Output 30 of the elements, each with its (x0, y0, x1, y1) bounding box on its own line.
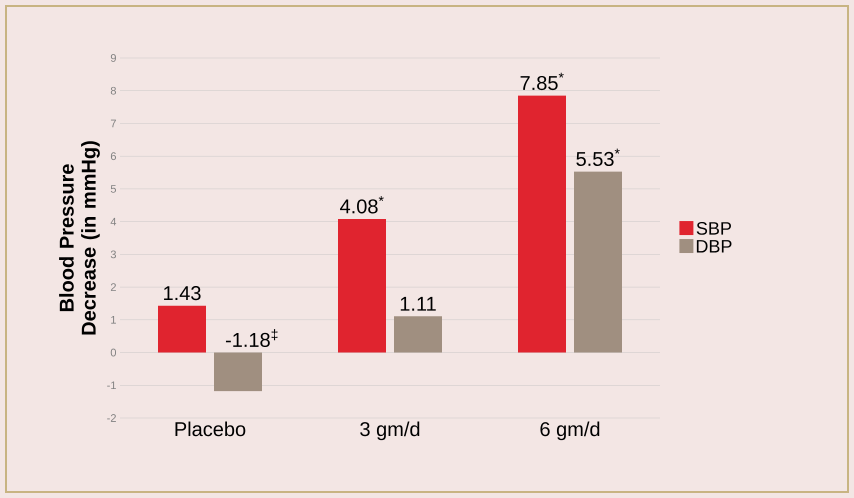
y-tick-label: 2 (110, 283, 116, 291)
y-tick-label: 4 (110, 218, 116, 226)
y-tick-label: 0 (110, 348, 116, 356)
data-label: 4.08$^{*}$ (340, 196, 384, 214)
bar (338, 219, 386, 353)
data-label: 1.11 (400, 296, 436, 311)
x-tick-label: Placebo (176, 422, 246, 436)
data-label: 7.85$^{*}$ (520, 72, 564, 90)
x-tick-label: 3 gm/d (360, 422, 420, 440)
data-label: -1.18$^{‡}$ (226, 329, 278, 348)
y-tick-label: 1 (111, 316, 116, 324)
y-tick-label: 6 (110, 152, 116, 160)
bar (158, 306, 206, 353)
data-label: 1.43 (164, 286, 201, 300)
bar (394, 316, 442, 353)
bar (214, 352, 262, 392)
y-tick-label: 3 (110, 250, 116, 258)
bar (518, 96, 566, 353)
y-axis-title: Blood Pressure Decrease (in mmHg) (59, 141, 100, 334)
y-tick-label: -1 (107, 381, 116, 390)
legend-label: DBP (696, 240, 732, 252)
y-tick-label: -2 (107, 414, 116, 422)
data-label: 5.53$^{*}$ (576, 148, 620, 166)
legend-label: SBP (696, 222, 731, 235)
y-tick-label: 8 (110, 86, 116, 95)
x-tick-label: 6 gm/d (540, 422, 600, 440)
bar (574, 172, 622, 353)
y-tick-label: 7 (110, 120, 116, 128)
y-tick-label: 5 (110, 185, 116, 193)
y-tick-label: 9 (110, 54, 116, 62)
